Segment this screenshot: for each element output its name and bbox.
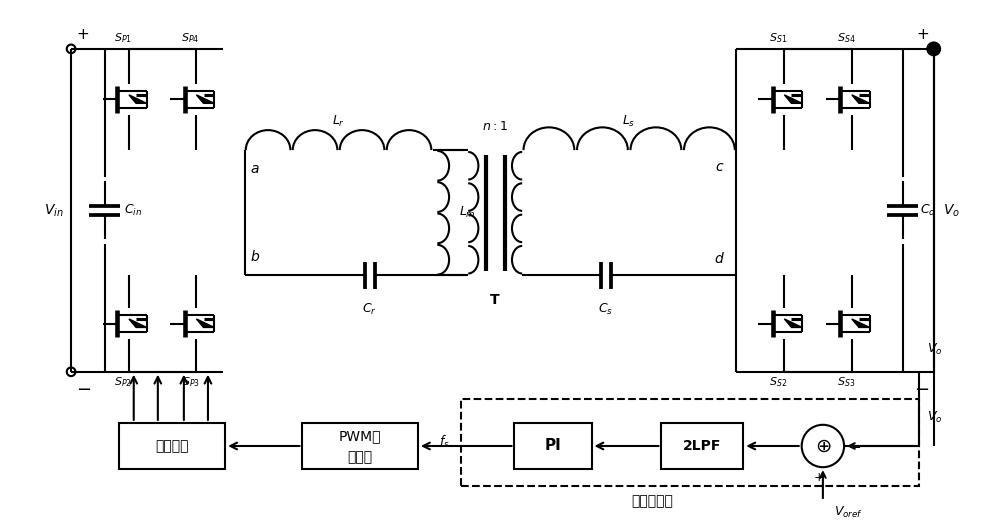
Text: PI: PI [545, 438, 561, 453]
Text: $S_{P1}$: $S_{P1}$ [114, 31, 132, 45]
Text: $C_s$: $C_s$ [598, 302, 614, 318]
Text: $V_o$: $V_o$ [943, 202, 960, 218]
Text: $S_{P3}$: $S_{P3}$ [182, 375, 200, 389]
Text: 快速控制器: 快速控制器 [631, 494, 673, 508]
Text: $\oplus$: $\oplus$ [815, 436, 831, 456]
Text: $a$: $a$ [250, 162, 260, 176]
Text: $+$: $+$ [813, 471, 825, 484]
Text: $S_{S1}$: $S_{S1}$ [769, 31, 788, 45]
Text: $-$: $-$ [914, 379, 929, 397]
Text: $+$: $+$ [76, 27, 89, 42]
Text: $C_o$: $C_o$ [920, 203, 936, 218]
Text: $C_{in}$: $C_{in}$ [124, 203, 142, 218]
Text: $V_o$: $V_o$ [927, 342, 942, 357]
Text: $S_{P4}$: $S_{P4}$ [181, 31, 200, 45]
Bar [119, 423, 225, 469]
Polygon shape [784, 319, 802, 328]
Bar [302, 423, 418, 469]
Text: $-$: $-$ [76, 379, 91, 397]
Text: $V_{in}$: $V_{in}$ [44, 202, 63, 218]
Bar [461, 399, 919, 487]
Text: $V_o$: $V_o$ [927, 410, 942, 425]
Text: $S_{S3}$: $S_{S3}$ [837, 375, 855, 389]
Text: $S_{S2}$: $S_{S2}$ [769, 375, 788, 389]
Text: 发生器: 发生器 [348, 450, 373, 464]
Text: $C_r$: $C_r$ [362, 302, 377, 318]
Text: $f_s$: $f_s$ [439, 434, 449, 450]
Text: $L_r$: $L_r$ [332, 114, 345, 129]
Polygon shape [852, 319, 870, 328]
Text: $b$: $b$ [250, 249, 261, 264]
Text: $L_m$: $L_m$ [459, 205, 475, 220]
Text: $n:1$: $n:1$ [482, 120, 508, 133]
Text: $S_{S4}$: $S_{S4}$ [837, 31, 855, 45]
Text: $-$: $-$ [848, 438, 861, 453]
Text: 驱动电路: 驱动电路 [156, 439, 189, 453]
Text: $c$: $c$ [715, 160, 725, 174]
Polygon shape [784, 95, 802, 103]
Polygon shape [196, 319, 214, 328]
Text: PWM波: PWM波 [339, 430, 381, 444]
Polygon shape [129, 319, 147, 328]
Circle shape [927, 42, 940, 56]
Text: 2LPF: 2LPF [683, 439, 722, 453]
Text: T: T [490, 293, 500, 307]
Polygon shape [852, 95, 870, 103]
Text: $V_{oref}$: $V_{oref}$ [834, 505, 864, 520]
Text: $+$: $+$ [916, 27, 929, 42]
Polygon shape [129, 95, 147, 103]
Bar [514, 423, 592, 469]
Bar [661, 423, 743, 469]
Text: $d$: $d$ [714, 251, 725, 266]
Text: $L_s$: $L_s$ [622, 114, 636, 129]
Polygon shape [196, 95, 214, 103]
Text: $S_{P2}$: $S_{P2}$ [114, 375, 132, 389]
